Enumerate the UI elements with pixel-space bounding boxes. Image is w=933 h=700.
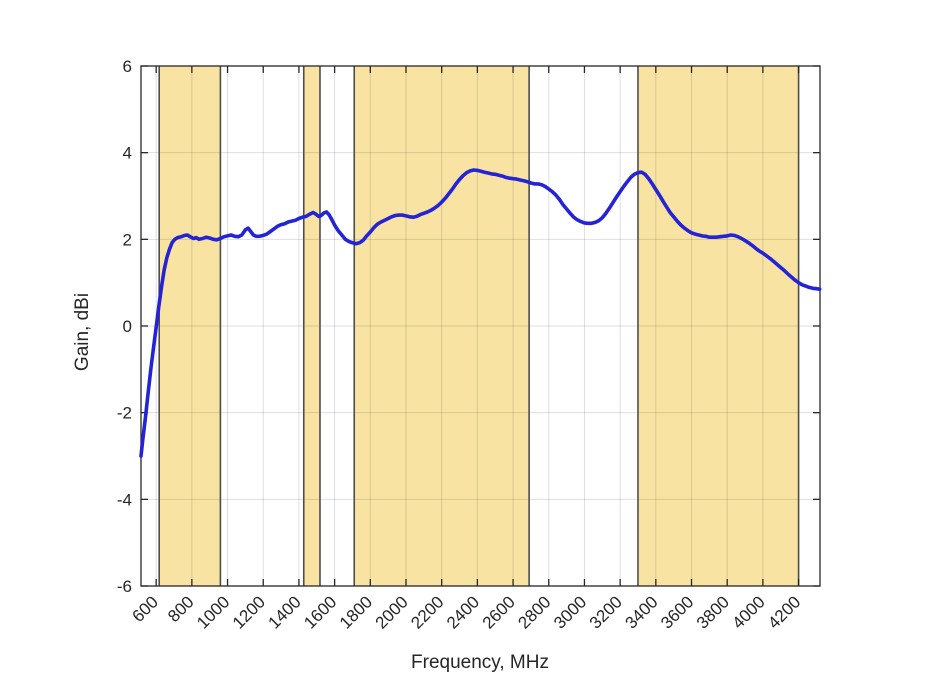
axes-box bbox=[140, 65, 821, 587]
x-tick-label: 3200 bbox=[586, 592, 626, 632]
x-tick-label: 3400 bbox=[621, 592, 661, 632]
y-tick-label: 4 bbox=[123, 144, 132, 163]
band-region bbox=[303, 66, 320, 586]
x-tick-label: 2600 bbox=[479, 592, 519, 632]
y-axis-label: Gain, dBi bbox=[72, 293, 93, 371]
x-tick-label: 2400 bbox=[443, 592, 483, 632]
y-tick-label: -4 bbox=[117, 490, 132, 509]
x-tick-label: 3600 bbox=[657, 592, 697, 632]
x-tick-label: 3800 bbox=[693, 592, 733, 632]
x-tick-label: 600 bbox=[128, 592, 161, 625]
gain-curve bbox=[139, 168, 822, 458]
x-tick-label: 1400 bbox=[265, 592, 305, 632]
y-tick-label: 0 bbox=[123, 317, 132, 336]
x-tick-label: 3000 bbox=[550, 592, 590, 632]
y-tick-label: -2 bbox=[117, 404, 132, 423]
x-tick-label: 4000 bbox=[729, 592, 769, 632]
x-tick-label: 1800 bbox=[336, 592, 376, 632]
x-tick-label: 1200 bbox=[229, 592, 269, 632]
band-edges bbox=[158, 66, 800, 586]
band-region bbox=[159, 66, 221, 586]
x-tick-label: 1600 bbox=[300, 592, 340, 632]
x-tick-label: 1000 bbox=[193, 592, 233, 632]
x-tick-label: 800 bbox=[164, 592, 197, 625]
curve-layer bbox=[139, 168, 822, 458]
y-tick-label: 6 bbox=[123, 57, 132, 76]
x-tick-label: 2000 bbox=[372, 592, 412, 632]
x-tick-label: 4200 bbox=[764, 592, 804, 632]
x-tick-label: 2800 bbox=[514, 592, 554, 632]
x-tick-label: 2200 bbox=[407, 592, 447, 632]
band-regions bbox=[159, 66, 799, 586]
band-region bbox=[354, 66, 530, 586]
x-axis-label: Frequency, MHz bbox=[411, 652, 549, 673]
band-region bbox=[637, 66, 799, 586]
y-tick-label: -6 bbox=[117, 577, 132, 596]
y-tick-label: 2 bbox=[123, 230, 132, 249]
